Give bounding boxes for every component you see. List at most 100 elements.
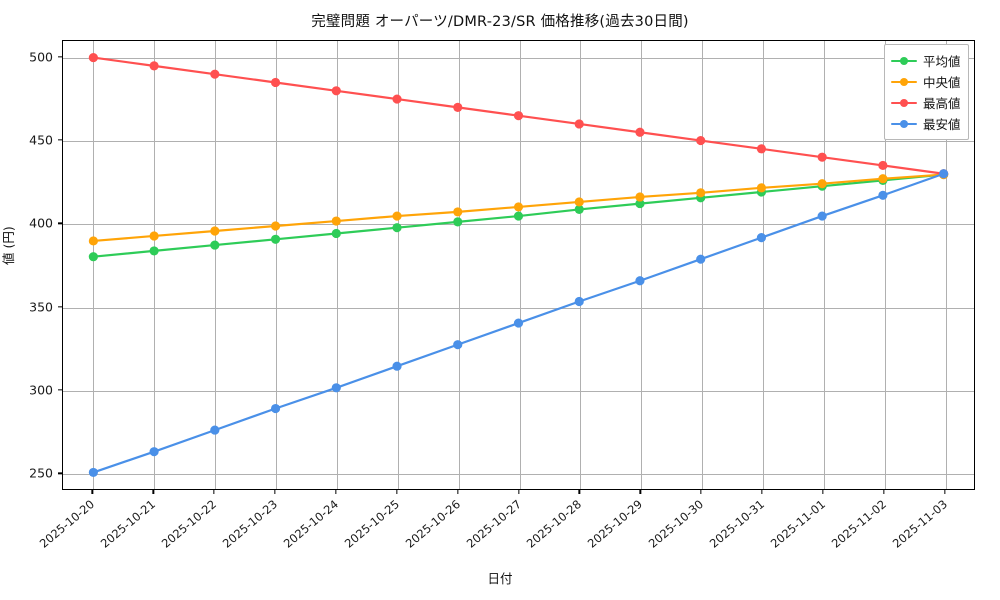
y-tick-mark — [58, 472, 62, 474]
x-tick-mark — [639, 490, 641, 494]
y-axis-label: 値 (円) — [1, 226, 16, 265]
x-tick-mark — [396, 490, 398, 494]
y-tick-label: 400 — [29, 215, 53, 231]
legend-swatch-icon — [891, 76, 917, 88]
x-tick-label: 2025-10-20 — [37, 497, 98, 551]
data-point — [574, 204, 584, 214]
gridline-y-300 — [63, 391, 974, 392]
data-point — [513, 202, 524, 212]
chart-legend: 平均値中央値最高値最安値 — [884, 44, 969, 140]
data-point — [635, 192, 645, 202]
x-tick-label: 2025-10-24 — [280, 497, 341, 551]
legend-item-平均値[interactable]: 平均値 — [891, 50, 961, 71]
data-point — [149, 246, 159, 256]
x-tick-mark — [822, 490, 824, 494]
x-tick-label: 2025-10-26 — [402, 497, 463, 551]
x-tick-mark — [335, 490, 337, 494]
legend-label: 中央値 — [923, 75, 961, 90]
x-axis: 2025-10-20 2025-10-21 2025-10-22 2025-10-23… — [37, 490, 975, 600]
legend-label: 平均値 — [923, 54, 961, 69]
data-point — [88, 53, 98, 63]
y-tick-label: 450 — [29, 132, 53, 148]
data-point — [149, 61, 159, 71]
x-tick-label: 2025-10-31 — [706, 497, 767, 551]
legend-label: 最安値 — [923, 117, 961, 132]
x-tick-mark — [761, 490, 763, 494]
y-tick-label: 500 — [29, 49, 53, 65]
gridline-x-2025-10-20 — [93, 41, 95, 489]
x-tick-mark — [91, 490, 94, 494]
data-point — [696, 254, 706, 264]
gridline-x-2025-11-03 — [945, 41, 947, 489]
data-point — [210, 425, 220, 435]
gridline-x-2025-10-30 — [702, 41, 704, 489]
gridline-x-2025-10-24 — [336, 41, 338, 489]
data-point — [331, 86, 341, 96]
data-point — [331, 228, 341, 239]
data-point — [270, 234, 281, 244]
data-point — [392, 361, 402, 371]
y-tick-mark — [58, 139, 62, 141]
x-tick-mark — [456, 490, 459, 494]
y-tick-label: 300 — [29, 382, 53, 398]
gridline-x-2025-10-31 — [762, 41, 764, 489]
x-tick-label: 2025-11-03 — [889, 497, 950, 551]
gridline-x-2025-10-26 — [458, 41, 460, 489]
data-point — [574, 197, 584, 207]
legend-item-最高値[interactable]: 最高値 — [891, 92, 961, 113]
data-point — [392, 211, 402, 221]
legend-label: 最高値 — [923, 96, 961, 111]
data-point — [696, 135, 706, 146]
y-tick-label: 250 — [29, 465, 53, 481]
gridline-y-250 — [63, 474, 974, 476]
data-point — [817, 179, 827, 189]
data-point — [210, 240, 220, 250]
y-tick-mark — [58, 222, 62, 224]
data-point — [392, 94, 402, 104]
gridline-y-450 — [63, 141, 974, 142]
data-point — [88, 236, 98, 246]
data-point — [878, 160, 888, 171]
gridline-x-2025-10-27 — [519, 41, 521, 489]
chart-title: 完璧問題 オーパーツ/DMR-23/SR 価格推移(過去30日間) — [311, 14, 689, 30]
x-tick-mark — [213, 490, 215, 494]
legend-swatch-icon — [891, 55, 917, 67]
data-point — [756, 144, 767, 154]
gridline-x-2025-10-22 — [215, 41, 217, 489]
data-point — [574, 296, 584, 307]
legend-item-中央値[interactable]: 中央値 — [891, 71, 961, 92]
x-tick-label: 2025-10-22 — [158, 497, 220, 551]
data-point — [878, 190, 888, 200]
data-point — [817, 211, 827, 221]
legend-item-最安値[interactable]: 最安値 — [891, 113, 961, 134]
data-point — [453, 340, 463, 350]
data-point — [88, 467, 98, 477]
x-tick-label: 2025-11-02 — [828, 497, 889, 551]
data-point — [88, 252, 98, 262]
data-point — [635, 127, 645, 137]
y-tick-label: 350 — [29, 299, 53, 315]
x-tick-mark — [578, 490, 581, 494]
gridline-y-500 — [63, 57, 974, 59]
x-tick-label: 2025-10-28 — [524, 497, 585, 551]
data-point — [513, 318, 524, 328]
x-tick-label: 2025-10-29 — [585, 497, 646, 551]
gridline-x-2025-11-01 — [823, 41, 825, 489]
data-point — [513, 211, 524, 221]
legend-swatch-icon — [891, 97, 917, 109]
data-point — [939, 169, 949, 179]
y-tick-mark — [58, 306, 62, 308]
data-point — [149, 231, 159, 241]
x-axis-label: 日付 — [487, 571, 513, 586]
x-tick-mark — [883, 490, 885, 494]
data-point — [331, 216, 341, 226]
data-point — [453, 207, 463, 217]
data-point — [453, 217, 463, 227]
x-tick-mark — [274, 490, 276, 494]
data-point — [210, 69, 220, 79]
data-point — [756, 233, 767, 243]
data-point — [574, 119, 584, 129]
gridline-x-2025-10-28 — [580, 41, 582, 489]
data-point — [270, 77, 281, 88]
